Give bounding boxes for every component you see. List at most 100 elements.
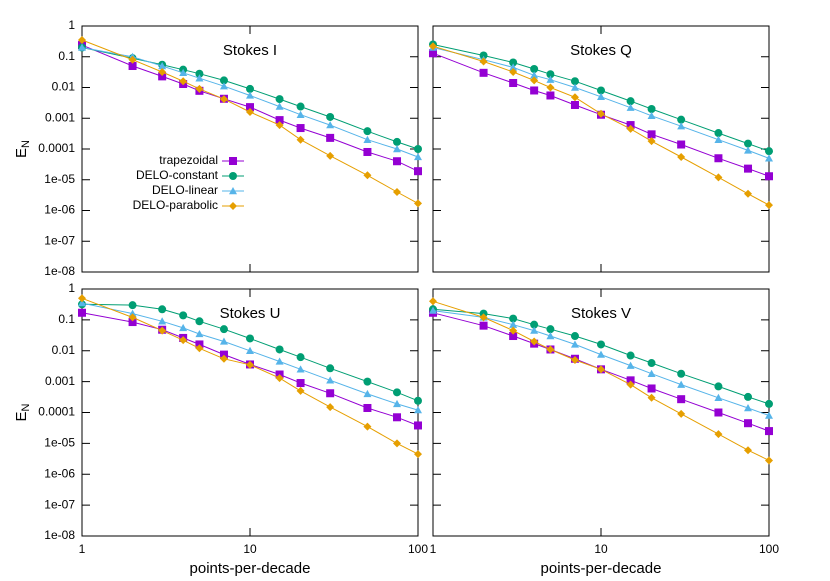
marker — [363, 377, 372, 386]
marker — [363, 422, 372, 431]
y-tick-label: 1e-08 — [44, 264, 75, 278]
x-tick-label: 1 — [430, 542, 437, 556]
marker — [530, 64, 539, 73]
marker — [393, 399, 402, 408]
marker — [179, 336, 188, 345]
marker — [414, 152, 422, 161]
marker — [429, 297, 437, 306]
marker — [479, 313, 488, 322]
marker — [393, 388, 402, 397]
marker — [570, 93, 579, 102]
marker — [78, 36, 86, 45]
x-tick-label: 1 — [79, 542, 86, 556]
marker — [128, 301, 137, 310]
marker — [677, 395, 686, 404]
marker — [597, 350, 605, 358]
marker — [765, 456, 773, 465]
marker — [647, 359, 656, 368]
marker — [570, 340, 579, 348]
marker — [429, 42, 437, 51]
marker — [509, 326, 518, 335]
marker — [229, 202, 237, 210]
marker — [326, 121, 335, 129]
marker — [626, 351, 635, 360]
marker — [530, 71, 539, 79]
x-tick-label: 10 — [594, 542, 608, 556]
y-tick-label: 0.1 — [58, 312, 75, 326]
marker — [414, 167, 422, 176]
marker — [546, 91, 555, 100]
marker — [714, 430, 723, 439]
y-tick-label: 0.001 — [45, 110, 75, 124]
marker — [393, 439, 402, 448]
marker — [509, 332, 518, 341]
marker — [246, 334, 254, 343]
marker — [246, 360, 254, 369]
marker — [597, 340, 605, 349]
marker — [179, 311, 188, 320]
marker — [229, 187, 237, 195]
marker — [195, 329, 204, 338]
marker — [326, 376, 335, 384]
marker — [195, 317, 204, 326]
legend-label: trapezoidal — [159, 153, 218, 167]
marker — [546, 332, 555, 340]
marker — [626, 97, 635, 106]
panel-title: Stokes I — [223, 42, 277, 59]
marker — [765, 172, 773, 181]
legend-label: DELO-linear — [152, 183, 218, 197]
marker — [744, 403, 753, 412]
y-axis-label: EN — [13, 403, 32, 421]
marker — [326, 133, 335, 142]
marker — [626, 380, 635, 389]
marker — [765, 201, 773, 210]
marker — [128, 62, 137, 71]
marker — [363, 403, 372, 412]
marker — [78, 299, 86, 307]
marker — [479, 57, 488, 66]
marker — [714, 408, 723, 417]
marker — [275, 102, 284, 110]
panel-title: Stokes Q — [570, 42, 632, 59]
marker — [296, 379, 305, 388]
marker — [158, 72, 167, 81]
marker — [363, 171, 372, 180]
marker — [479, 51, 488, 60]
marker — [744, 392, 753, 401]
marker — [158, 317, 167, 325]
marker — [219, 350, 228, 359]
marker — [530, 326, 539, 334]
y-tick-label: 1e-05 — [44, 436, 75, 450]
marker — [714, 154, 723, 163]
marker — [158, 67, 167, 76]
marker — [429, 306, 437, 314]
marker — [677, 115, 686, 124]
marker — [195, 74, 204, 82]
marker — [677, 152, 686, 161]
marker — [414, 421, 422, 430]
marker — [275, 374, 284, 383]
marker — [296, 386, 305, 395]
marker — [296, 124, 305, 133]
marker — [275, 116, 284, 125]
marker — [647, 384, 656, 393]
marker — [128, 313, 137, 322]
marker — [414, 450, 422, 459]
marker — [275, 121, 284, 130]
y-axis-label-main: E — [13, 148, 30, 158]
marker — [714, 135, 723, 143]
marker — [597, 365, 605, 374]
marker — [326, 151, 335, 160]
marker — [128, 309, 137, 317]
x-tick-label: 100 — [759, 542, 779, 556]
y-tick-label: 1e-08 — [44, 528, 75, 542]
marker — [393, 157, 402, 166]
marker — [714, 382, 723, 391]
marker — [647, 137, 656, 146]
marker — [128, 318, 137, 327]
marker — [647, 111, 656, 120]
y-tick-label: 1 — [68, 281, 75, 295]
marker — [479, 321, 488, 330]
marker — [179, 68, 188, 77]
marker — [296, 102, 305, 111]
